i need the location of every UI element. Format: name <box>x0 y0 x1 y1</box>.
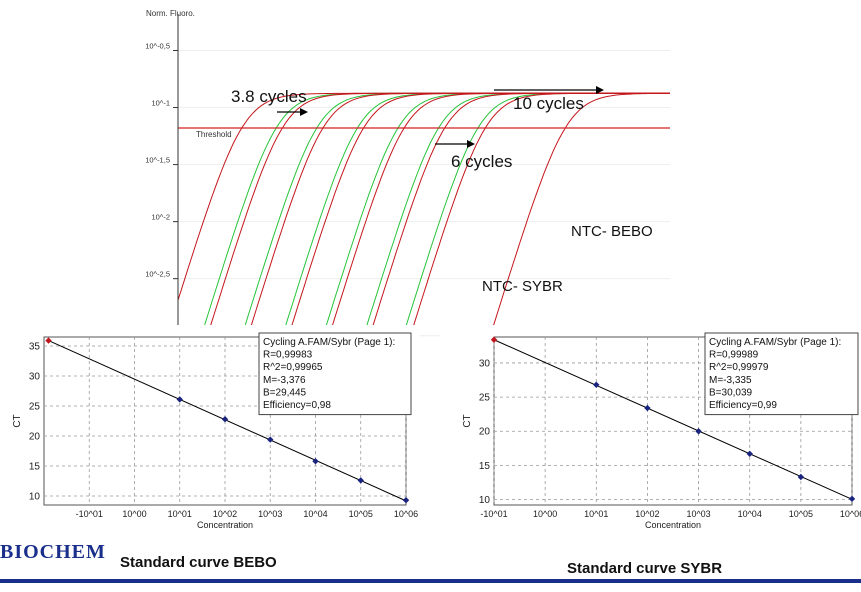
y-tick-label: 10 <box>29 492 41 503</box>
amp-curve <box>177 92 670 301</box>
stats-line: R^2=0,99979 <box>709 362 769 373</box>
x-axis-label: Concentration <box>197 520 253 530</box>
stats-line: Efficiency=0,99 <box>709 400 777 411</box>
amp-ytick-label: 10^-2,5 <box>145 270 170 279</box>
x-tick-label: -10^01 <box>76 509 103 519</box>
footer-rule <box>0 579 861 583</box>
stats-box <box>704 332 859 416</box>
x-tick-label: 10^03 <box>686 509 710 519</box>
stats-line: R^2=0,99965 <box>263 362 323 373</box>
caption-standard-curve-bebo: Standard curve BEBO <box>120 554 277 571</box>
amp-ytick-label: 10^-2 <box>151 213 170 222</box>
data-point <box>221 416 229 423</box>
stats-line: R=0,99989 <box>709 350 759 361</box>
amp-curve <box>240 92 670 340</box>
y-axis-label: CT <box>12 414 23 427</box>
y-tick-label: 15 <box>479 461 491 472</box>
y-tick-label: 20 <box>29 432 41 443</box>
y-tick-label: 15 <box>29 462 41 473</box>
y-tick-label: 25 <box>29 402 41 413</box>
y-tick-label: 30 <box>479 358 491 369</box>
data-point <box>267 436 274 443</box>
data-point <box>402 497 410 504</box>
amp-curve <box>488 92 670 340</box>
stats-line: Cycling A.FAM/Sybr (Page 1): <box>263 337 395 348</box>
x-tick-label: 10^00 <box>533 509 557 519</box>
threshold-label: Threshold <box>196 130 232 139</box>
amp-ytick-label: 10^-1,5 <box>145 156 170 165</box>
arrow-10-cycles-head <box>596 86 604 94</box>
stats-line: B=29,445 <box>263 387 307 398</box>
x-tick-label: 10^03 <box>258 509 282 519</box>
x-tick-label: 10^02 <box>213 509 237 519</box>
arrow-6-cycles-head <box>467 140 475 148</box>
x-tick-label: 10^05 <box>789 509 813 519</box>
x-tick-label: 10^04 <box>738 509 762 519</box>
x-tick-label: 10^02 <box>635 509 659 519</box>
standard-curve-sybr-chart: -10^01 10^00 10^01 10^02 10^03 10^04 10^05 10^0… <box>462 332 861 530</box>
standard-curve-bebo-panel: -10^01 10^00 10^01 10^02 10^03 10^04 10^05 10^0… <box>0 325 420 587</box>
stats-line: Efficiency=0,98 <box>263 400 331 411</box>
amp-ytick-label: 10^-1 <box>151 99 170 108</box>
standard-curve-sybr-panel: -10^01 10^00 10^01 10^02 10^03 10^04 10^05 10^0… <box>440 325 861 587</box>
x-tick-label: 10^01 <box>168 509 192 519</box>
y-axis-label: CT <box>462 414 473 427</box>
x-axis-label: Concentration <box>645 520 701 530</box>
data-point <box>312 458 319 465</box>
x-tick-label: 10^04 <box>303 509 327 519</box>
company-logo: BIOCHEM <box>0 541 106 563</box>
arrow-3-8-cycles-head <box>300 108 308 116</box>
x-tick-label: -10^01 <box>480 509 507 519</box>
stats-box <box>258 332 412 416</box>
stats-line: B=30,039 <box>709 387 753 398</box>
data-point <box>848 495 856 503</box>
amp-ytick-label: 10^-0,5 <box>145 42 170 51</box>
y-tick-label: 25 <box>479 393 491 404</box>
amp-ylabel: Norm. Fluoro. <box>146 9 195 18</box>
x-tick-label: 10^00 <box>122 509 146 519</box>
stats-line: M=-3,335 <box>709 375 752 386</box>
x-tick-label: 10^06 <box>840 509 861 519</box>
y-tick-label: 20 <box>479 427 491 438</box>
annotation-ntc-bebo: NTC- BEBO <box>571 223 653 240</box>
x-tick-label: 10^06 <box>394 509 418 519</box>
fit-line <box>48 340 407 502</box>
y-tick-label: 35 <box>29 342 41 353</box>
y-tick-label: 10 <box>479 495 491 506</box>
data-point <box>357 477 364 484</box>
annotation-ntc-sybr: NTC- SYBR <box>482 278 563 295</box>
caption-standard-curve-sybr: Standard curve SYBR <box>567 560 723 577</box>
annotation-10-cycles: 10 cycles <box>513 94 584 113</box>
data-point-outlier <box>45 337 52 344</box>
x-tick-label: 10^05 <box>349 509 373 519</box>
fit-line <box>493 339 853 500</box>
standard-curve-bebo-chart: -10^01 10^00 10^01 10^02 10^03 10^04 10^05 10^0… <box>12 332 418 530</box>
data-point <box>695 428 702 435</box>
annotation-6-cycles: 6 cycles <box>451 152 512 171</box>
stats-line: Cycling A.FAM/Sybr (Page 1): <box>709 337 841 348</box>
data-point <box>176 396 183 403</box>
data-point-outlier <box>490 336 498 343</box>
amplification-plot: 10^-0,510^-110^-1,510^-210^-2,510^-3 Nor… <box>145 9 670 340</box>
stats-line: M=-3,376 <box>263 375 306 386</box>
y-tick-label: 30 <box>29 372 41 383</box>
annotation-3-8-cycles: 3.8 cycles <box>231 87 307 106</box>
amp-curves <box>177 92 670 340</box>
stats-line: R=0,99983 <box>263 350 313 361</box>
x-tick-label: 10^01 <box>584 509 608 519</box>
